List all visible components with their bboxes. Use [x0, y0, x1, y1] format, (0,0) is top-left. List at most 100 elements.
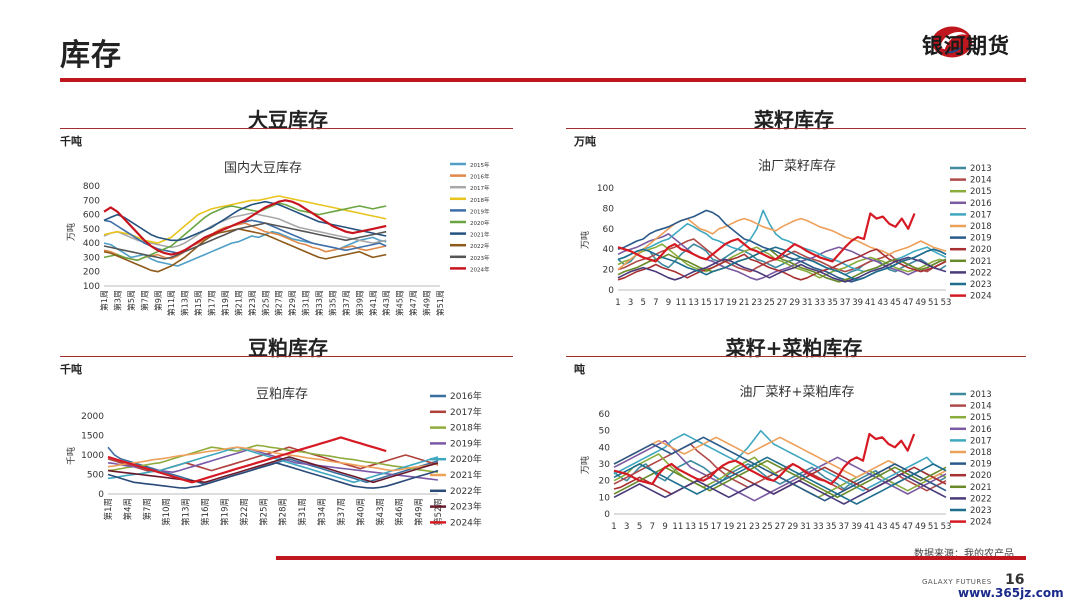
y-axis-label: 千吨	[65, 447, 77, 465]
x-tick-label: 第11周	[166, 290, 176, 316]
legend-label: 2013	[970, 164, 992, 174]
y-tick-label: 500	[87, 471, 104, 481]
x-tick-label: 25	[762, 522, 773, 532]
x-tick-label: 7	[650, 522, 655, 532]
x-tick-label: 45	[890, 298, 901, 308]
series-line	[103, 222, 387, 262]
y-tick-label: 60	[603, 225, 615, 235]
series-line	[103, 195, 387, 244]
x-tick-label: 第28周	[278, 498, 289, 526]
legend-label: 2014	[970, 402, 992, 412]
series-line	[613, 436, 947, 502]
series-line	[613, 459, 947, 499]
legend-label: 2016	[970, 199, 992, 209]
x-tick-label: 第31周	[297, 498, 308, 526]
series-line	[613, 443, 947, 492]
y-tick-label: 0	[98, 490, 104, 500]
chart-title: 油厂菜籽库存	[758, 158, 836, 174]
x-tick-label: 第27周	[274, 290, 284, 316]
x-tick-label: 29	[789, 298, 800, 308]
y-tick-label: 1500	[81, 432, 104, 442]
x-tick-label: 第43周	[375, 498, 386, 526]
legend-label: 2017年	[470, 184, 490, 192]
x-tick-label: 第41周	[368, 290, 378, 316]
unit-label: 吨	[574, 363, 585, 376]
legend-label: 2015	[970, 187, 992, 197]
legend-label: 2020	[970, 245, 992, 255]
y-tick-label: 40	[603, 245, 615, 255]
y-tick-label: 100	[597, 184, 614, 194]
legend-label: 2014	[970, 176, 992, 186]
legend-label: 2021	[970, 257, 992, 267]
x-tick-label: 第33周	[314, 290, 324, 316]
brand-name: 银河期货	[922, 34, 1010, 58]
legend-label: 2020年	[450, 453, 482, 465]
unit-label: 千吨	[60, 135, 82, 148]
legend-label: 2022	[970, 494, 992, 504]
x-tick-label: 11	[676, 298, 687, 308]
legend-label: 2017	[970, 436, 992, 446]
x-tick-label: 第9周	[153, 290, 163, 311]
y-tick-label: 500	[83, 225, 100, 235]
x-tick-label: 39	[851, 522, 862, 532]
x-tick-label: 第19周	[220, 290, 230, 316]
y-tick-label: 30	[599, 460, 611, 470]
series-line	[103, 230, 387, 267]
legend-label: 2023年	[470, 254, 490, 262]
x-tick-label: 第21周	[233, 290, 243, 316]
series-line	[617, 238, 947, 273]
x-tick-label: 第5周	[126, 290, 136, 311]
x-tick-label: 29	[787, 522, 798, 532]
x-tick-label: 23	[751, 298, 762, 308]
x-tick-label: 第37周	[336, 498, 347, 526]
x-tick-label: 第15周	[193, 290, 203, 316]
legend-label: 2023年	[450, 501, 482, 513]
x-tick-label: 31	[802, 298, 813, 308]
legend-label: 2022年	[470, 242, 490, 250]
x-tick-label: 1	[615, 298, 620, 308]
legend-label: 2015年	[470, 161, 490, 169]
series-line	[613, 453, 947, 499]
x-tick-label: 第46周	[394, 498, 405, 526]
x-tick-label: 19	[724, 522, 735, 532]
unit-label: 万吨	[574, 135, 596, 148]
x-tick-label: 11	[672, 522, 683, 532]
x-tick-label: 33	[813, 522, 824, 532]
legend-label: 2016	[970, 425, 992, 435]
x-tick-label: 第13周	[180, 290, 190, 316]
series-line	[613, 459, 947, 490]
legend-label: 2017年	[450, 406, 482, 418]
x-tick-label: 15	[698, 522, 709, 532]
legend-label: 2019	[970, 460, 992, 470]
legend-label: 2018年	[470, 196, 490, 204]
y-tick-label: 20	[599, 477, 611, 487]
x-tick-label: 21	[736, 522, 747, 532]
legend-label: 2017	[970, 210, 992, 220]
y-tick-label: 60	[599, 410, 611, 420]
x-tick-label: 17	[711, 522, 722, 532]
y-tick-label: 700	[83, 196, 100, 206]
watermark: www.365jz.com	[958, 586, 1064, 600]
series-line	[103, 222, 387, 260]
series-line	[617, 217, 947, 271]
x-tick-label: 第40周	[355, 498, 366, 526]
section-rule	[60, 356, 513, 357]
x-tick-label: 49	[915, 522, 926, 532]
x-tick-label: 第1周	[103, 498, 114, 520]
series-line	[617, 209, 947, 283]
legend-label: 2022年	[450, 485, 482, 497]
x-tick-label: 13	[688, 298, 699, 308]
series-line	[613, 439, 947, 502]
x-tick-label: 第47周	[408, 290, 418, 316]
series-line	[613, 473, 947, 505]
x-tick-label: 21	[739, 298, 750, 308]
series-line	[107, 446, 439, 486]
y-tick-label: 20	[603, 266, 615, 276]
y-tick-label: 200	[83, 268, 100, 278]
series-line	[107, 446, 439, 472]
series-line	[103, 212, 387, 249]
series-line	[107, 448, 439, 481]
series-line	[617, 243, 947, 279]
section-rule	[60, 128, 513, 129]
chart-title: 油厂菜籽+菜粕库存	[740, 384, 855, 400]
